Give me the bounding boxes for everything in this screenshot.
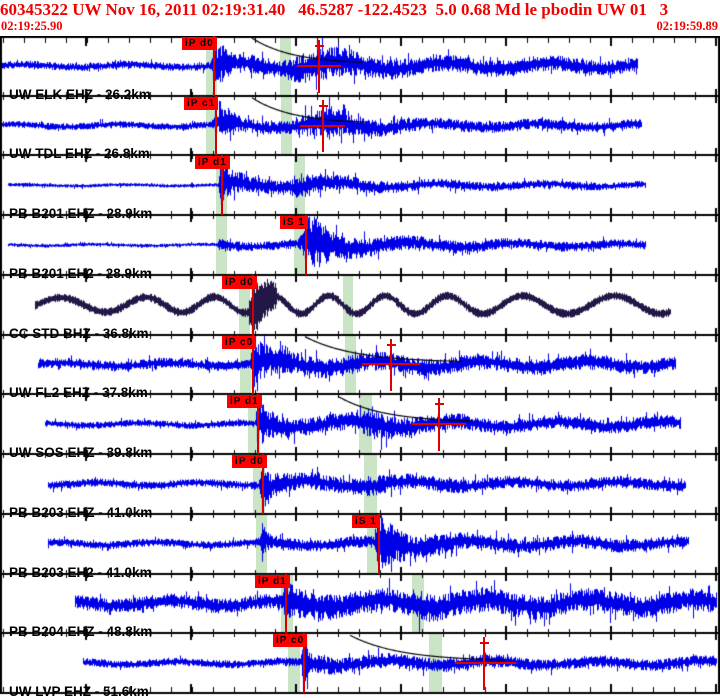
phase-pick-flag[interactable]: iP c1 xyxy=(184,96,219,110)
station-label: UW LVP EHZ - 51.6km xyxy=(9,683,149,698)
phase-pick-flag[interactable]: iP d1 xyxy=(227,395,262,409)
coda-duration-crossbar xyxy=(300,124,345,127)
coda-duration-crossbar xyxy=(297,64,341,67)
phase-window-band xyxy=(294,155,305,216)
station-label: UW ELK EHZ - 26.2km xyxy=(9,86,151,102)
coda-plus-icon xyxy=(434,403,444,406)
phase-pick-flag[interactable]: iP d1 xyxy=(255,574,290,588)
trace-panel: iP d0 UW ELK EHZ - 26.2km iP c1 UW TDL E… xyxy=(0,36,720,698)
coda-plus-icon xyxy=(479,642,489,645)
station-label: PB B203 EHZ - 41.0km xyxy=(9,504,153,520)
phase-pick-flag[interactable]: iP c0 xyxy=(273,634,308,648)
station-label: PB B203 EH2 - 41.0km xyxy=(9,564,152,580)
phase-window-band xyxy=(256,513,267,574)
coda-duration-crossbar xyxy=(412,423,466,426)
trace-row[interactable]: iP d1 PB B204 EHZ - 48.8km xyxy=(0,573,720,639)
phase-pick-flag[interactable]: iP d0 xyxy=(232,455,267,469)
trace-row[interactable]: iP c0 UW FL2 EHZ - 37.8km xyxy=(0,334,720,400)
coda-plus-icon xyxy=(386,343,396,346)
trace-row[interactable]: iP c0 UW LVP EHZ - 51.6km xyxy=(0,633,720,698)
trace-row[interactable]: iP d0 UW ELK EHZ - 26.2km xyxy=(0,36,720,102)
coda-duration-crossbar xyxy=(362,363,420,366)
event-summary: 60345322 UW Nov 16, 2011 02:19:31.40 46.… xyxy=(0,0,669,19)
station-label: PB B204 EHZ - 48.8km xyxy=(9,624,153,640)
phase-pick-flag[interactable]: iP d0 xyxy=(182,37,217,50)
phase-window-band xyxy=(343,274,353,335)
trace-row[interactable]: iP d1 PB B201 EHZ - 28.9km xyxy=(0,155,720,221)
phase-pick-flag[interactable]: iS 1 xyxy=(280,216,308,230)
station-label: PB B201 EH2 - 28.9km xyxy=(9,265,152,281)
trace-row[interactable]: iP d0 CC STD BHZ - 36.8km xyxy=(0,274,720,341)
phase-pick-flag[interactable]: iS 1 xyxy=(352,514,380,528)
coda-duration-crossbar xyxy=(455,662,516,665)
phase-pick-flag[interactable]: iP d0 xyxy=(222,275,257,289)
station-label: UW SOS EHZ - 39.8km xyxy=(9,445,153,461)
phase-window-band xyxy=(412,573,424,634)
phase-window-band xyxy=(345,334,356,395)
phase-window-band xyxy=(281,95,292,156)
phase-window-band xyxy=(216,215,227,275)
phase-window-band xyxy=(359,394,372,455)
trace-row[interactable]: iP d0 PB B203 EHZ - 41.0km xyxy=(0,454,720,520)
time-axis-labels: 02:19:25.90 02:19:59.89 xyxy=(0,19,720,35)
station-label: UW FL2 EHZ - 37.8km xyxy=(9,385,148,401)
trace-row[interactable]: iS 1 PB B201 EH2 - 28.9km xyxy=(0,215,720,281)
station-label: CC STD BHZ - 36.8km xyxy=(9,325,149,341)
trace-row[interactable]: iP c1 UW TDL EHZ - 26.8km xyxy=(0,95,720,161)
window-start-time: 02:19:25.90 xyxy=(1,19,63,33)
phase-pick-flag[interactable]: iP d1 xyxy=(195,156,230,170)
phase-window-band xyxy=(429,633,442,693)
station-label: UW TDL EHZ - 26.8km xyxy=(9,146,150,162)
trace-row[interactable]: iS 1 PB B203 EH2 - 41.0km xyxy=(0,513,720,580)
phase-pick-flag[interactable]: iP c0 xyxy=(222,335,257,349)
phase-window-band xyxy=(280,36,291,96)
window-end-time: 02:19:59.89 xyxy=(656,19,718,33)
trace-row[interactable]: iP d1 UW SOS EHZ - 39.8km xyxy=(0,394,720,460)
station-label: PB B201 EHZ - 28.9km xyxy=(9,206,153,222)
coda-plus-icon xyxy=(318,104,328,107)
coda-plus-icon xyxy=(314,45,324,47)
event-header: 60345322 UW Nov 16, 2011 02:19:31.40 46.… xyxy=(0,0,720,20)
phase-window-band xyxy=(364,454,377,514)
